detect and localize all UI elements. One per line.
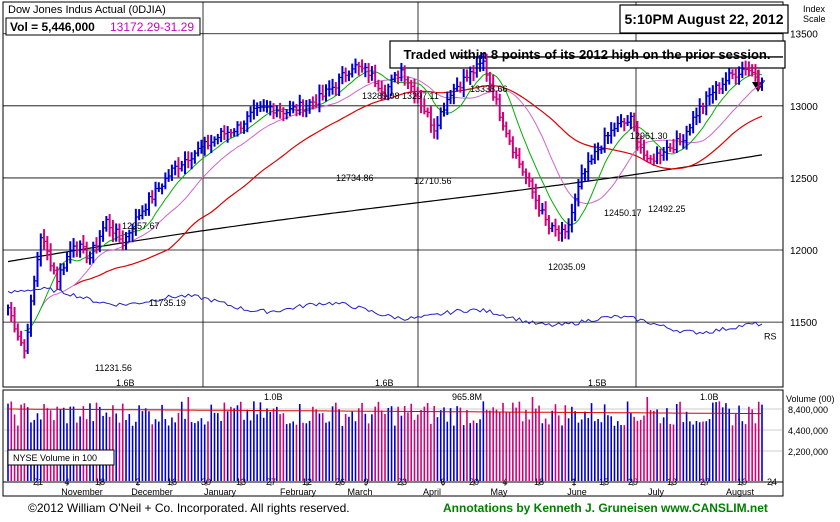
volume-peak-label: 1.5B bbox=[588, 378, 607, 388]
price-tick-label: 12500 bbox=[790, 174, 818, 185]
price-tick-label: 13000 bbox=[790, 102, 818, 113]
month-label: February bbox=[280, 487, 317, 497]
price-tick-label: 11500 bbox=[790, 318, 818, 329]
price-tick-label: 13500 bbox=[790, 30, 818, 41]
price-bar bbox=[761, 77, 765, 91]
ma-line bbox=[7, 154, 763, 263]
date-labels: 21 4 18 2 16 30 13 27 12 26 9 23 6 20 4 18 1 15 29 13 27 10 24… bbox=[33, 477, 777, 497]
ma-line bbox=[24, 70, 763, 332]
price-label: 11231.56 bbox=[95, 363, 132, 373]
month-label: March bbox=[347, 487, 372, 497]
timestamp-box bbox=[619, 4, 789, 34]
price-label: 12710.56 bbox=[414, 176, 452, 186]
month-label: April bbox=[423, 487, 441, 497]
volume-peak-label: 1.6B bbox=[375, 378, 394, 388]
date-axis bbox=[2, 481, 784, 497]
volume-average bbox=[8, 408, 762, 415]
price-axis: 11500 12000 12500 13000 13500 bbox=[790, 30, 818, 329]
legend-box bbox=[7, 449, 115, 466]
month-label: January bbox=[204, 487, 237, 497]
vol-box bbox=[5, 17, 201, 36]
moving-average-200 bbox=[7, 154, 763, 263]
price-label: 12257.67 bbox=[122, 221, 160, 231]
price-labels: 11231.56 11735.19 12257.67 12734.86 13289.08… bbox=[95, 84, 686, 373]
price-change: -31.29 bbox=[160, 20, 194, 34]
volume-peak-label: 965.8M bbox=[452, 392, 482, 402]
volume-bars bbox=[7, 397, 763, 481]
legend-text: NYSE Volume in 100 bbox=[13, 453, 97, 463]
index-scale-label-2: Scale bbox=[803, 14, 826, 24]
volume-tick-label: 8,400,000 bbox=[788, 405, 828, 415]
timestamp: 5:10PM August 22, 2012 bbox=[625, 11, 784, 27]
volume-peak-label: 1.0B bbox=[700, 392, 719, 402]
price-label: 12035.09 bbox=[548, 262, 586, 272]
month-label: December bbox=[131, 487, 173, 497]
annotations-credit: Annotations by Kenneth J. Gruneisen www.… bbox=[443, 501, 768, 515]
rs-polyline bbox=[7, 286, 763, 335]
volume-tick-label: 4,400,000 bbox=[788, 426, 828, 436]
rs-line: RS bbox=[7, 286, 777, 341]
volume-peak-labels: 1.6B 1.0B 1.6B 965.8M 1.5B 1.0B bbox=[116, 378, 719, 402]
chart-title: Dow Jones Indus Actual (0DJIA) bbox=[8, 4, 166, 16]
annotation-text: Traded within 8 points of its 2012 high … bbox=[404, 47, 771, 62]
rs-label: RS bbox=[764, 331, 777, 341]
month-label: August bbox=[726, 487, 755, 497]
volume-average-line bbox=[8, 408, 762, 415]
volume-peak-label: 1.6B bbox=[116, 378, 135, 388]
volume-peak-label: 1.0B bbox=[264, 392, 283, 402]
index-scale-label: Index bbox=[803, 4, 826, 14]
price-label: 12734.86 bbox=[336, 173, 374, 183]
price-label: 12961.30 bbox=[630, 131, 668, 141]
moving-average-short bbox=[24, 70, 763, 332]
month-label: July bbox=[648, 487, 665, 497]
month-label: June bbox=[567, 487, 587, 497]
price-label: 12450.17 bbox=[604, 208, 642, 218]
price-label: 13289.08 bbox=[362, 91, 400, 101]
price-label: 12492.25 bbox=[648, 204, 686, 214]
price-label: 13297.11 bbox=[402, 91, 439, 101]
volume-tick-label: 2,200,000 bbox=[788, 447, 828, 457]
last-price: 13172.29 bbox=[110, 20, 160, 34]
price-tick-label: 12000 bbox=[790, 246, 818, 257]
month-label: May bbox=[490, 487, 508, 497]
volume-axis-title: Volume (00) bbox=[786, 394, 835, 404]
vol-label: Vol = 5,446,000 bbox=[10, 20, 95, 34]
month-label: November bbox=[61, 487, 103, 497]
annotation-box bbox=[389, 40, 786, 69]
price-bars bbox=[7, 52, 765, 359]
price-label: 13338.66 bbox=[470, 84, 508, 94]
price-label: 11735.19 bbox=[149, 298, 186, 308]
copyright-text: ©2012 William O'Neil + Co. Incorporated.… bbox=[28, 501, 350, 515]
